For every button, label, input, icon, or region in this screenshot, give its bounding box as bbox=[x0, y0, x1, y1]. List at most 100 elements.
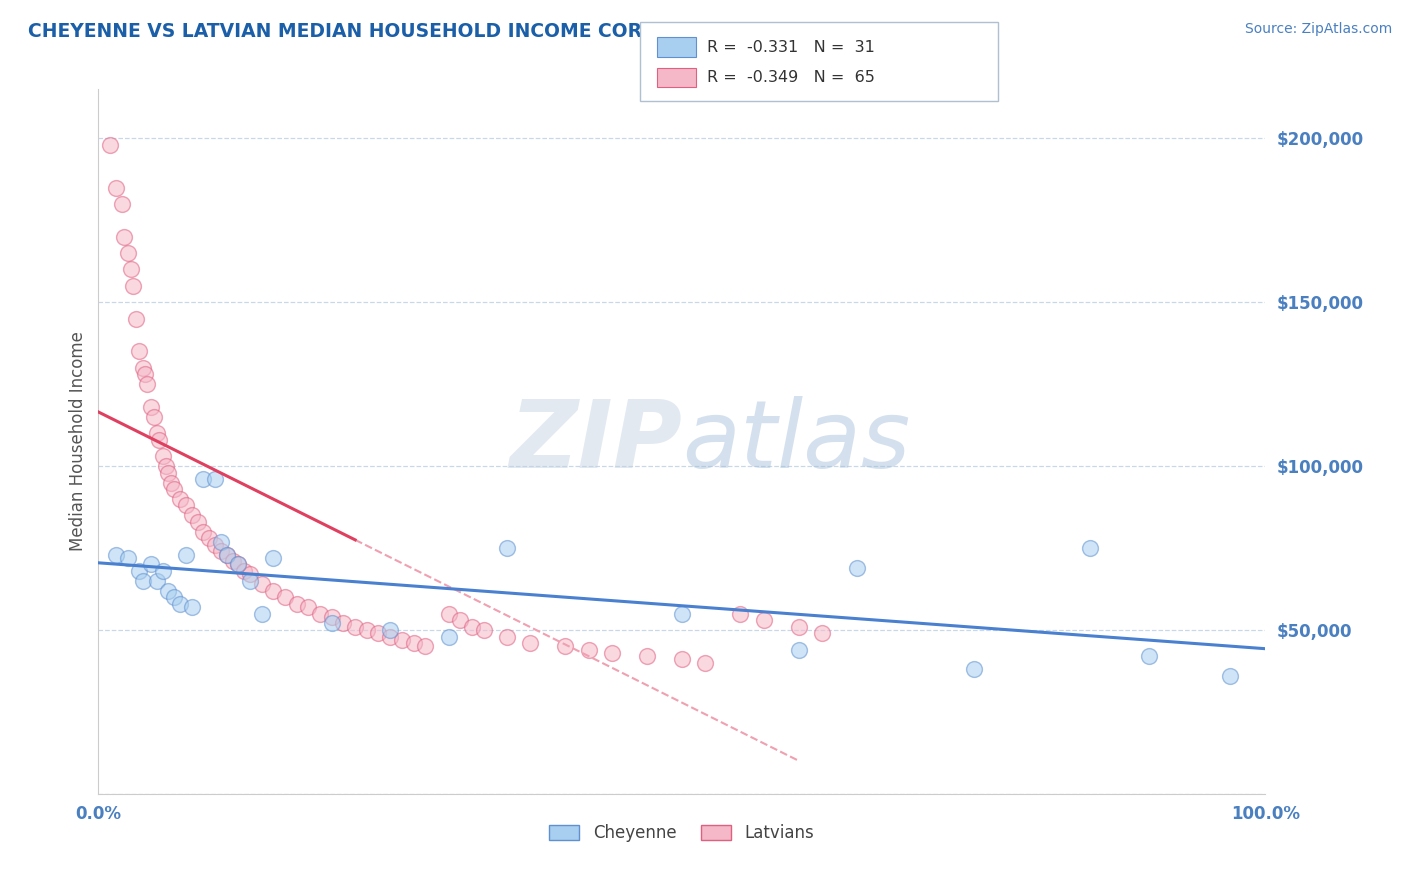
Point bbox=[146, 426, 169, 441]
Point bbox=[730, 607, 752, 621]
Point bbox=[496, 541, 519, 555]
Point bbox=[120, 262, 142, 277]
Point bbox=[134, 368, 156, 382]
Point bbox=[204, 472, 226, 486]
Point bbox=[132, 360, 155, 375]
Point bbox=[204, 538, 226, 552]
Point bbox=[136, 377, 159, 392]
Point bbox=[157, 466, 180, 480]
Point bbox=[636, 649, 658, 664]
Point bbox=[169, 491, 191, 506]
Point bbox=[787, 642, 810, 657]
Point bbox=[671, 652, 693, 666]
Point bbox=[519, 636, 541, 650]
Point bbox=[239, 574, 262, 588]
Point bbox=[125, 311, 148, 326]
Point bbox=[262, 583, 284, 598]
Point bbox=[157, 583, 180, 598]
Text: R =  -0.349   N =  65: R = -0.349 N = 65 bbox=[707, 70, 875, 85]
Point bbox=[122, 278, 145, 293]
Point bbox=[146, 574, 169, 588]
Point bbox=[578, 642, 600, 657]
Point bbox=[193, 472, 215, 486]
Point bbox=[344, 620, 367, 634]
Point bbox=[811, 626, 834, 640]
Point bbox=[98, 137, 121, 152]
Point bbox=[117, 550, 139, 565]
Point bbox=[187, 515, 209, 529]
Point bbox=[332, 616, 354, 631]
Point bbox=[104, 548, 127, 562]
Point bbox=[143, 409, 166, 424]
Point bbox=[413, 640, 436, 654]
Point bbox=[554, 640, 576, 654]
Point bbox=[356, 623, 378, 637]
Point bbox=[1219, 669, 1241, 683]
Point bbox=[309, 607, 332, 621]
Point bbox=[209, 534, 232, 549]
Point bbox=[163, 591, 186, 605]
Point bbox=[402, 636, 425, 650]
Point bbox=[600, 646, 623, 660]
Point bbox=[496, 630, 519, 644]
Point bbox=[437, 630, 460, 644]
Point bbox=[228, 558, 250, 572]
Point bbox=[297, 600, 319, 615]
Point bbox=[174, 499, 197, 513]
Point bbox=[250, 607, 273, 621]
Point bbox=[209, 544, 232, 558]
Point bbox=[198, 531, 221, 545]
Point bbox=[128, 344, 150, 359]
Point bbox=[155, 459, 177, 474]
Point bbox=[846, 560, 869, 574]
Point bbox=[180, 508, 202, 523]
Point bbox=[152, 564, 174, 578]
Point bbox=[193, 524, 215, 539]
Point bbox=[215, 548, 238, 562]
Point bbox=[112, 229, 135, 244]
Point bbox=[132, 574, 155, 588]
Point bbox=[180, 600, 202, 615]
Text: Source: ZipAtlas.com: Source: ZipAtlas.com bbox=[1244, 22, 1392, 37]
Point bbox=[321, 616, 343, 631]
Point bbox=[152, 450, 174, 464]
Point bbox=[695, 656, 717, 670]
Point bbox=[139, 558, 162, 572]
Point bbox=[274, 591, 297, 605]
Point bbox=[139, 400, 162, 414]
Point bbox=[321, 610, 343, 624]
Point bbox=[962, 662, 984, 676]
Point bbox=[239, 567, 262, 582]
Point bbox=[752, 613, 775, 627]
Point bbox=[285, 597, 308, 611]
Text: atlas: atlas bbox=[682, 396, 910, 487]
Point bbox=[169, 597, 191, 611]
Point bbox=[174, 548, 197, 562]
Point bbox=[128, 564, 150, 578]
Point bbox=[380, 630, 402, 644]
Point bbox=[1137, 649, 1160, 664]
Point bbox=[367, 626, 389, 640]
Point bbox=[159, 475, 181, 490]
Point bbox=[437, 607, 460, 621]
Point bbox=[250, 577, 273, 591]
Point bbox=[461, 620, 484, 634]
Text: ZIP: ZIP bbox=[509, 395, 682, 488]
Point bbox=[380, 623, 402, 637]
Point bbox=[671, 607, 693, 621]
Point bbox=[104, 180, 127, 194]
Point bbox=[117, 246, 139, 260]
Point bbox=[262, 550, 284, 565]
Point bbox=[148, 433, 170, 447]
Point bbox=[221, 554, 243, 568]
Y-axis label: Median Household Income: Median Household Income bbox=[69, 332, 87, 551]
Text: R =  -0.331   N =  31: R = -0.331 N = 31 bbox=[707, 40, 875, 54]
Point bbox=[163, 482, 186, 496]
Point bbox=[391, 632, 413, 647]
Point bbox=[111, 197, 134, 211]
Point bbox=[472, 623, 495, 637]
Point bbox=[1080, 541, 1102, 555]
Point bbox=[449, 613, 471, 627]
Point bbox=[228, 558, 250, 572]
Point bbox=[215, 548, 238, 562]
